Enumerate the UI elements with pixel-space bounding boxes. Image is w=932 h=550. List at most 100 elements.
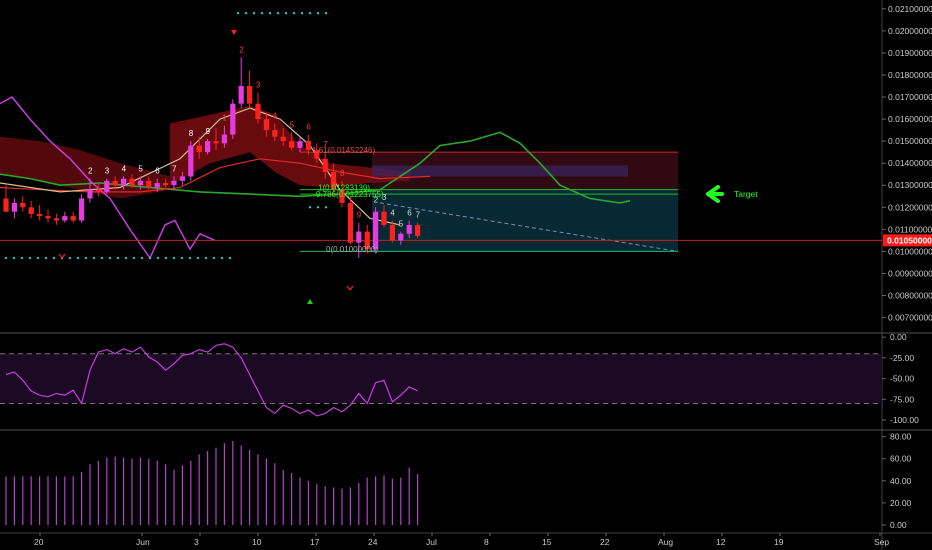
support-dot (212, 256, 216, 260)
candle-body (37, 213, 43, 217)
candle-body (389, 224, 395, 241)
resistance-dot (300, 12, 304, 15)
candle-body (305, 141, 311, 150)
candle-body (20, 202, 26, 208)
candle-body (314, 149, 320, 159)
fib-level-label: 1(0.01283139) (318, 183, 370, 192)
candle-body (87, 189, 93, 199)
sequential-count: 2 (239, 45, 244, 54)
support-dot (228, 256, 232, 260)
support-dot (108, 256, 112, 260)
time-tick-label: Sep (874, 537, 889, 547)
resistance-dot (252, 12, 256, 15)
price-tick-label: 0.02000000 (888, 26, 932, 36)
time-tick-label: Jun (136, 537, 150, 547)
candle-body (62, 216, 68, 221)
fib-level-label: 0(0.01000000) (326, 245, 378, 254)
candle-body (79, 198, 85, 221)
time-tick-label: 24 (368, 537, 378, 547)
candle-body (230, 103, 236, 135)
sequential-count: 3 (105, 167, 110, 176)
oscillator-tick-label: -25.00 (890, 353, 914, 363)
support-dot (172, 256, 176, 260)
candle-body (188, 145, 194, 177)
support-dot (52, 256, 56, 260)
price-tick-label: 0.01800000 (888, 70, 932, 80)
support-dot (132, 256, 136, 260)
time-tick-label: Aug (658, 537, 673, 547)
resistance-dot (292, 12, 296, 15)
support-dot (204, 256, 208, 260)
time-tick-label: 12 (716, 537, 726, 547)
sequential-count: 7 (416, 211, 421, 220)
support-dot (148, 256, 152, 260)
candle-body (137, 180, 143, 186)
trend-line (379, 202, 679, 252)
candle-body (406, 224, 412, 234)
sequential-count: 2 (374, 195, 379, 204)
sell-arrow-icon (58, 253, 66, 259)
price-tick-label: 0.00800000 (888, 291, 932, 301)
resistance-dot (284, 12, 288, 15)
sell-arrow-icon (231, 30, 237, 35)
candle-body (45, 216, 51, 219)
sequential-count: 1 (222, 114, 227, 123)
candle-body (70, 216, 76, 221)
candle-body (347, 202, 353, 243)
price-tick-label: 0.01200000 (888, 202, 932, 212)
volume-tick-label: 20.00 (890, 498, 912, 508)
candle-body (121, 178, 127, 186)
fib-level-label: 0.786(0.01223755) (316, 190, 384, 199)
candle-body (95, 189, 101, 192)
buy-arrow-icon (307, 299, 313, 304)
resistance-dot (268, 12, 272, 15)
support-dot (36, 256, 40, 260)
candle-body (263, 119, 269, 131)
time-tick-label: 19 (774, 537, 784, 547)
price-tick-label: 0.01300000 (888, 180, 932, 190)
sequential-count: 9 (357, 211, 362, 220)
target-arrow-icon (706, 185, 724, 203)
sequential-count: 8 (189, 129, 194, 138)
sequential-count: 9 (206, 127, 211, 136)
candle-body (28, 207, 34, 214)
resistance-dot (308, 12, 312, 15)
support-dot (156, 256, 160, 260)
time-tick-label: 17 (310, 537, 320, 547)
support-dot (124, 256, 128, 260)
candle-body (53, 218, 59, 221)
current-price-tag (883, 234, 932, 247)
price-tick-label: 0.00700000 (888, 313, 932, 323)
support-dot (140, 256, 144, 260)
support-dot (76, 256, 80, 260)
oscillator-line (5, 343, 418, 417)
support-dot (4, 256, 8, 260)
candle-body (129, 178, 135, 186)
candle-body (104, 180, 110, 192)
volume-tick-label: 80.00 (890, 432, 912, 442)
candle-body (331, 172, 337, 190)
price-tick-label: 0.01900000 (888, 48, 932, 58)
sequential-count: 6 (155, 167, 160, 176)
candle-body (297, 141, 303, 148)
support-dot (68, 256, 72, 260)
oscillator-tick-label: 0.00 (890, 332, 907, 342)
time-tick-label: 3 (194, 537, 199, 547)
support-dot (220, 256, 224, 260)
sequential-count: 4 (122, 164, 127, 173)
sequential-count: 7 (172, 164, 177, 173)
price-tick-label: 0.01500000 (888, 136, 932, 146)
oscillator-tick-label: -50.00 (890, 374, 914, 384)
candle-body (398, 233, 404, 241)
candle-body (255, 103, 261, 120)
support-dot (100, 256, 104, 260)
price-tick-label: 0.01400000 (888, 158, 932, 168)
time-tick-label: 8 (484, 537, 489, 547)
sequential-count: 5 (399, 220, 404, 229)
fib-zone-purple (372, 165, 628, 177)
lagging-line (0, 96, 216, 260)
candle-body (381, 211, 387, 225)
support-dot (180, 256, 184, 260)
